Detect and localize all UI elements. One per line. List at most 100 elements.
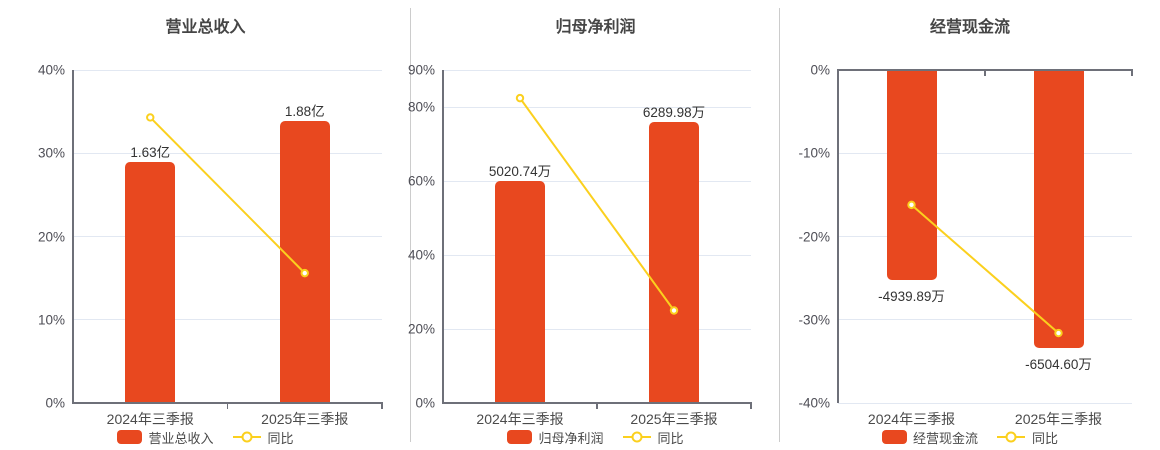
x-axis-label: 2025年三季报 <box>261 411 349 427</box>
plot-area: 90% 80% 60% 40% 20% 0% 5020.74万 6289.98万 <box>408 63 752 411</box>
bar-2024年三季报[interactable] <box>495 181 545 403</box>
trend-line <box>149 116 306 274</box>
grid-line <box>838 402 1132 404</box>
legend-label: 同比 <box>267 430 294 446</box>
bar-2025年三季报[interactable] <box>1033 70 1084 349</box>
trend-line-series <box>907 200 1063 338</box>
bar-value-label: -4939.89万 <box>878 288 945 304</box>
legend-item-line-series[interactable]: 同比 <box>232 428 294 447</box>
x-axis-label: 2025年三季报 <box>630 411 718 427</box>
y-axis-tick-label: 30% <box>37 145 65 161</box>
y-axis-tick-label: 80% <box>407 99 435 115</box>
panel-divider <box>779 8 780 442</box>
chart-panel-revenue: 营业总收入 40% 30% 20% 10% 0% 1.63亿 1.88亿 2024年三季报 … <box>0 0 411 450</box>
grid-line <box>443 254 751 256</box>
axis-tick <box>1131 70 1133 76</box>
y-axis-tick-label: 0% <box>415 395 435 411</box>
trend-line <box>910 204 1060 334</box>
y-axis-tick-label: -30% <box>798 312 830 328</box>
y-axis-line <box>442 70 444 403</box>
grid-line <box>73 319 382 321</box>
chart-title: 经营现金流 <box>929 19 1010 36</box>
trend-line-series <box>515 93 679 315</box>
bar-value-label: 6289.98万 <box>642 104 706 120</box>
grid-line <box>73 236 382 237</box>
legend-item-line-series[interactable]: 同比 <box>996 428 1058 447</box>
y-axis-tick-label: 90% <box>407 62 435 78</box>
axis-tick <box>226 403 228 409</box>
plot-area: 0% -10% -20% -30% -40% -4939.89万 -6504.60万 <box>798 63 1133 411</box>
trend-point-marker[interactable] <box>907 200 916 210</box>
chart-panel-net-profit: 归母净利润 90% 80% 60% 40% 20% 0% 5020.74万 6289.98万 … <box>408 0 780 450</box>
legend-item-bar-series[interactable]: 归母净利润 <box>507 428 604 447</box>
y-axis-tick-label: -40% <box>798 395 830 411</box>
grid-line <box>443 180 751 182</box>
plot-wrap: 90% 80% 60% 40% 20% 0% 5020.74万 6289.98万 2024年三… <box>408 63 752 427</box>
panel-divider <box>410 8 411 442</box>
legend: 经营现金流 同比 <box>780 427 1160 447</box>
legend-label: 营业总收入 <box>148 430 214 446</box>
bar-2024年三季报[interactable] <box>886 70 937 280</box>
y-axis-line <box>837 70 839 403</box>
bar-swatch-icon <box>117 430 143 444</box>
bar-value-label: 1.63亿 <box>130 144 171 160</box>
grid-line <box>838 236 1132 237</box>
trend-point-marker[interactable] <box>300 268 309 278</box>
legend: 归母净利润 同比 <box>411 427 780 447</box>
y-axis-tick-label: 10% <box>37 312 65 328</box>
y-axis-tick-label: -20% <box>798 229 830 244</box>
bar-2024年三季报[interactable] <box>125 161 176 403</box>
trend-point-marker[interactable] <box>515 93 525 103</box>
grid-line <box>443 106 751 108</box>
x-axis-label: 2024年三季报 <box>867 411 956 427</box>
bar-2025年三季报[interactable] <box>279 120 330 403</box>
y-axis-tick-label: 40% <box>37 62 65 78</box>
bar-swatch-icon <box>881 430 907 444</box>
legend-label: 同比 <box>657 430 684 446</box>
line-legend-marker-icon <box>232 431 261 443</box>
trend-point-marker[interactable] <box>146 113 155 122</box>
y-axis-tick-label: 20% <box>37 229 65 244</box>
chart-title: 归母净利润 <box>555 19 636 36</box>
trend-line <box>519 97 675 312</box>
trend-line-series <box>146 113 309 278</box>
legend-label: 经营现金流 <box>912 430 978 446</box>
plot-wrap: 0% -10% -20% -30% -40% -4939.89万 -6504.60万 202… <box>798 63 1133 427</box>
line-legend-marker-icon <box>622 431 651 443</box>
trend-point-marker[interactable] <box>669 306 679 315</box>
bar-2025年三季报[interactable] <box>649 121 699 403</box>
bar-swatch-icon <box>507 430 533 444</box>
plot-area: 40% 30% 20% 10% 0% 1.63亿 1.88亿 <box>38 63 383 411</box>
grid-line <box>838 319 1132 321</box>
y-axis-tick-label: 20% <box>407 321 435 337</box>
chart-title: 营业总收入 <box>165 19 246 36</box>
bar-value-label: 5020.74万 <box>488 164 552 179</box>
bar-value-label: -6504.60万 <box>1025 357 1092 373</box>
legend-item-line-series[interactable]: 同比 <box>622 428 684 447</box>
grid-line <box>73 152 382 154</box>
grid-line <box>443 328 751 330</box>
axis-tick <box>381 403 383 409</box>
y-axis-tick-label: 0% <box>810 62 830 78</box>
y-axis-tick-label: 40% <box>407 247 435 263</box>
x-axis-label: 2024年三季报 <box>106 411 194 427</box>
y-axis-line <box>72 70 74 403</box>
axis-tick <box>984 70 986 76</box>
plot-wrap: 40% 30% 20% 10% 0% 1.63亿 1.88亿 2024年三季报 2025年三… <box>38 63 383 427</box>
bar-value-label: 1.88亿 <box>284 103 325 119</box>
legend-label: 归母净利润 <box>538 430 604 446</box>
y-axis-tick-label: -10% <box>798 145 830 161</box>
legend-item-bar-series[interactable]: 营业总收入 <box>117 428 214 447</box>
legend-item-bar-series[interactable]: 经营现金流 <box>881 428 978 447</box>
line-legend-marker-icon <box>997 431 1025 443</box>
x-axis-label: 2024年三季报 <box>476 411 564 427</box>
grid-line <box>838 152 1132 154</box>
chart-panel-operating-cash-flow: 经营现金流 0% -10% -20% -30% -40% -4939.89万 -6504.6… <box>780 0 1160 450</box>
axis-tick <box>750 403 752 409</box>
grid-line <box>443 69 751 71</box>
x-axis-label: 2025年三季报 <box>1014 411 1103 427</box>
trend-point-marker[interactable] <box>1054 328 1063 338</box>
legend: 营业总收入 同比 <box>0 427 411 447</box>
grid-line <box>73 69 382 71</box>
